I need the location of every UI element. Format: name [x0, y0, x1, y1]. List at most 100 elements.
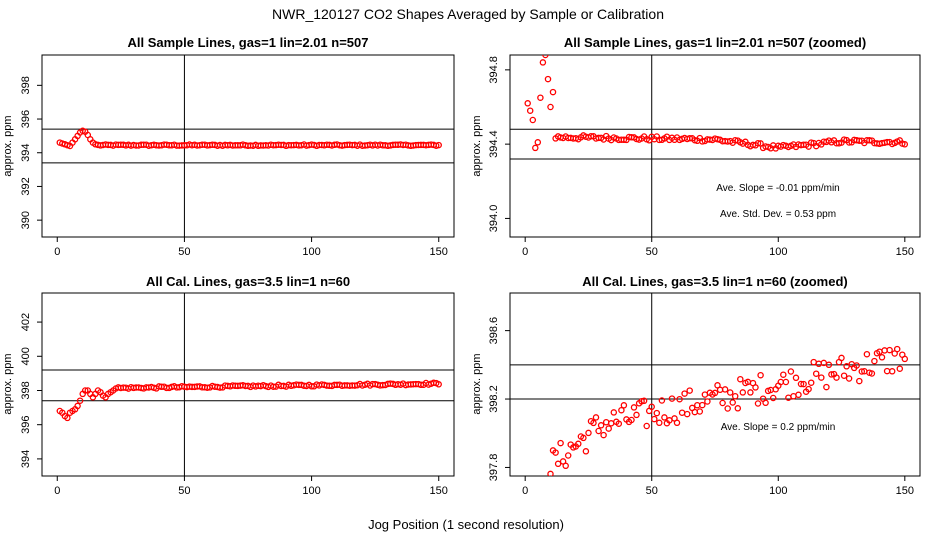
data-point — [539, 59, 547, 66]
data-point — [805, 385, 812, 393]
data-point — [828, 371, 835, 378]
data-point — [552, 449, 559, 456]
data-point — [628, 416, 635, 424]
data-points — [56, 379, 442, 422]
data-point — [800, 380, 807, 388]
y-tick-label: 392 — [20, 177, 32, 195]
y-tick-label: 398 — [20, 381, 32, 399]
data-point — [818, 374, 825, 381]
data-point — [711, 389, 719, 397]
x-tick-label: 50 — [646, 485, 658, 497]
figure-title: NWR_120127 CO2 Shapes Averaged by Sample… — [272, 6, 664, 22]
y-tick-label: 396 — [20, 110, 32, 128]
y-tick-label: 398.2 — [488, 385, 500, 413]
data-point — [64, 414, 71, 422]
x-tick-label: 0 — [522, 485, 528, 497]
y-tick-label: 394.4 — [488, 130, 500, 158]
data-point — [795, 391, 802, 399]
data-point — [823, 383, 830, 391]
y-tick-label: 396 — [20, 416, 32, 434]
data-point — [825, 361, 833, 369]
data-point — [643, 422, 650, 430]
data-point — [739, 389, 747, 396]
data-point — [620, 136, 628, 144]
data-point — [638, 398, 645, 405]
data-point — [610, 409, 618, 416]
x-tick-label: 150 — [896, 246, 914, 258]
data-point — [656, 419, 663, 427]
data-point — [719, 399, 726, 407]
data-point — [529, 116, 537, 124]
plot-frame — [41, 54, 455, 238]
data-point — [731, 392, 739, 400]
data-point — [731, 136, 739, 144]
data-point — [633, 411, 640, 419]
panel-title: All Cal. Lines, gas=3.5 lin=1 n=60 — [146, 274, 350, 289]
data-point — [833, 374, 840, 381]
data-point — [676, 395, 683, 403]
data-point — [699, 401, 706, 409]
data-point — [653, 409, 661, 417]
data-point — [587, 132, 595, 140]
data-point — [435, 141, 442, 149]
data-point — [858, 368, 866, 375]
data-points — [547, 345, 909, 476]
y-axis-label: approx. ppm — [2, 353, 14, 414]
data-point — [856, 377, 863, 385]
panel-title: All Cal. Lines, gas=3.5 lin=1 n=60 (zoom… — [582, 274, 848, 289]
x-tick-label: 0 — [522, 246, 528, 258]
data-point — [547, 470, 554, 476]
data-point — [747, 389, 754, 396]
data-point — [534, 139, 542, 146]
x-tick-label: 100 — [302, 246, 320, 258]
data-point — [74, 402, 81, 410]
data-point — [878, 354, 886, 361]
x-tick-label: 100 — [769, 246, 787, 258]
x-tick-label: 50 — [178, 485, 190, 497]
panel-cal-full: All Cal. Lines, gas=3.5 lin=1 n=60 appro… — [2, 274, 455, 497]
data-point — [853, 362, 860, 369]
data-point — [734, 405, 742, 412]
data-point — [797, 380, 805, 388]
data-point — [782, 378, 790, 386]
data-point — [600, 431, 607, 439]
data-point — [605, 425, 612, 432]
data-point — [838, 354, 845, 362]
data-point — [585, 429, 592, 437]
data-point — [640, 397, 648, 405]
data-point — [754, 400, 762, 407]
data-point — [595, 427, 602, 435]
panel-sample-full: All Sample Lines, gas=1 lin=2.01 n=507 a… — [2, 35, 455, 258]
data-point — [582, 448, 590, 455]
annotation-slope: Ave. Slope = 0.2 ppm/min — [721, 422, 836, 433]
data-point — [537, 94, 544, 101]
data-point — [757, 371, 764, 379]
data-point — [856, 137, 863, 144]
data-point — [668, 395, 676, 402]
data-point — [554, 460, 562, 468]
data-point — [648, 403, 655, 411]
y-tick-label: 398 — [20, 76, 32, 94]
data-point — [81, 387, 89, 394]
data-point — [780, 371, 787, 378]
data-point — [901, 355, 909, 363]
data-point — [840, 372, 848, 379]
data-point — [549, 88, 557, 96]
data-point — [526, 107, 534, 114]
data-point — [840, 136, 848, 143]
data-point — [686, 387, 693, 394]
data-point — [866, 137, 873, 144]
y-tick-label: 394.0 — [488, 205, 500, 233]
y-tick-label: 402 — [20, 313, 32, 331]
data-point — [752, 384, 759, 391]
panel-title: All Sample Lines, gas=1 lin=2.01 n=507 (… — [564, 35, 866, 50]
data-point — [868, 370, 876, 377]
data-point — [602, 418, 610, 426]
data-point — [618, 406, 625, 414]
data-point — [580, 434, 587, 442]
data-point — [883, 367, 891, 375]
x-tick-label: 150 — [430, 485, 448, 497]
x-tick-label: 100 — [302, 485, 320, 497]
data-point — [737, 375, 744, 383]
y-axis-label: approx. ppm — [2, 115, 14, 176]
